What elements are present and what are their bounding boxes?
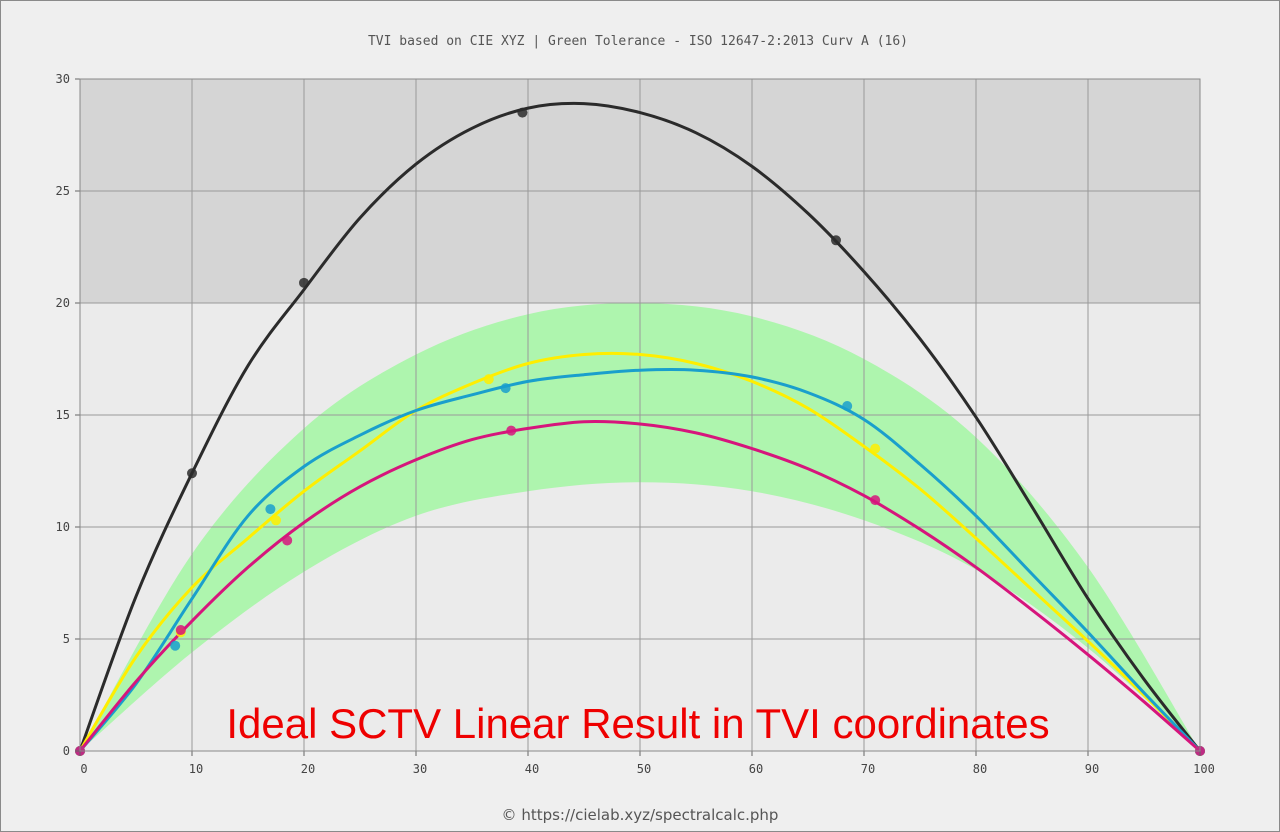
plot-border — [79, 78, 1201, 752]
y-tick-label: 15 — [56, 408, 70, 422]
series-layer — [75, 101, 1205, 756]
y-tick-label: 10 — [56, 520, 70, 534]
x-tick-label: 0 — [80, 762, 87, 776]
x-tick-label: 30 — [413, 762, 427, 776]
x-tick-label: 60 — [749, 762, 763, 776]
series-2-curve — [78, 368, 1202, 753]
x-tick-label: 100 — [1193, 762, 1215, 776]
series-0-point — [299, 277, 309, 288]
series-2-point — [170, 640, 181, 651]
series-2-point — [500, 383, 511, 394]
x-tick-label: 10 — [189, 762, 203, 776]
series-3-point — [175, 625, 186, 636]
x-tick-label: 50 — [637, 762, 651, 776]
series-3-point — [506, 425, 517, 436]
series-1-curve — [78, 351, 1202, 753]
x-tick-label: 90 — [1085, 762, 1099, 776]
series-0-point — [517, 107, 528, 118]
series-3-point — [282, 535, 293, 546]
y-tick-label: 20 — [56, 296, 70, 310]
series-1-point — [271, 515, 281, 526]
series-1-point — [870, 443, 881, 454]
series-0-point — [831, 235, 841, 246]
series-2-point — [842, 401, 853, 412]
series-0-point — [187, 468, 197, 479]
chart-title: TVI based on CIE XYZ | Green Tolerance -… — [368, 34, 908, 49]
series-1-point — [483, 374, 494, 385]
series-2-point — [265, 504, 276, 515]
series-0-curve — [78, 101, 1202, 753]
x-tick-label: 70 — [861, 762, 875, 776]
x-tick-label: 80 — [973, 762, 987, 776]
x-tick-label: 40 — [525, 762, 539, 776]
footer-credit: © https://cielab.xyz/spectralcalc.php — [502, 806, 779, 824]
y-tick-label: 5 — [63, 632, 70, 646]
series-3-curve — [78, 419, 1202, 753]
y-tick-label: 25 — [56, 184, 70, 198]
y-tick-label: 0 — [63, 744, 70, 758]
axis-layer: 0 10 20 30 40 50 60 70 80 90 100 0 5 10 15 20 25 30 — [56, 72, 1215, 776]
chart-annotation: Ideal SCTV Linear Result in TVI coordina… — [226, 700, 1049, 747]
x-tick-label: 20 — [301, 762, 315, 776]
series-3-point — [870, 495, 881, 506]
y-tick-label: 30 — [56, 72, 70, 86]
